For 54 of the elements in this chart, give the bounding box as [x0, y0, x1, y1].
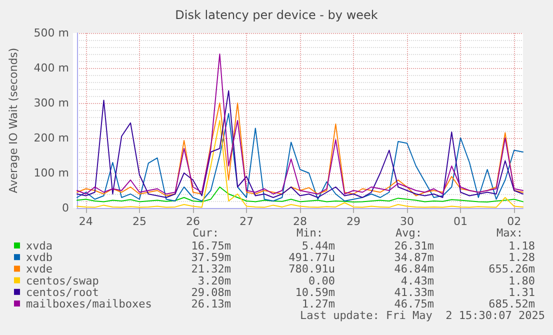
text: Avg: — [396, 226, 422, 240]
text: 655.26m — [488, 262, 536, 276]
text: 5.44m — [302, 240, 336, 252]
x-tick-label: 30 — [400, 215, 414, 228]
text: 3.20m — [198, 274, 232, 288]
legend-label: xvde — [26, 262, 52, 276]
text: 29.08m — [191, 286, 232, 299]
text: 21.32m — [191, 262, 232, 276]
y-tick-label: 200 m — [34, 132, 69, 144]
text: 780.91u — [288, 262, 335, 276]
x-tick-label: 29 — [346, 215, 361, 228]
y-tick-label: 300 m — [34, 96, 69, 110]
text: Cur: — [192, 226, 219, 240]
y-axis-title: Average IO Wait (seconds) — [7, 48, 20, 194]
line-series — [76, 54, 524, 194]
text: 34.87m — [394, 251, 434, 264]
text: 1.18 — [508, 240, 535, 252]
text: 1.80 — [508, 274, 535, 288]
text: 26.13m — [191, 298, 232, 310]
x-tick-label: 28 — [293, 215, 307, 228]
chart-title: Disk latency per device - by week — [175, 8, 378, 22]
y-tick-label: 100 m — [34, 166, 69, 180]
x-tick-label: 01 — [454, 215, 468, 228]
x-tick-label: 24 — [78, 215, 93, 228]
text: Last update: Fri May 2 15:30:07 2025 — [300, 309, 545, 322]
text: 10.59m — [295, 286, 336, 299]
y-tick-label: 0 — [62, 202, 69, 214]
legend-label: mailboxes/mailboxes — [26, 298, 152, 310]
text: 0.00 — [308, 274, 335, 288]
text: 16.75m — [191, 240, 232, 252]
x-tick-label: 27 — [239, 215, 254, 228]
legend-label: centos/swap — [26, 274, 99, 288]
x-tick-label: 26 — [186, 215, 200, 228]
text: Min: — [296, 226, 323, 240]
text: 26.31m — [394, 240, 434, 252]
text: 41.33m — [394, 286, 434, 299]
y-tick-label: 500 m — [34, 26, 69, 40]
legend-label: centos/root — [26, 286, 99, 299]
text: 1.27m — [302, 298, 336, 310]
text: 46.75m — [394, 298, 434, 310]
text: 685.52m — [488, 298, 536, 310]
x-tick-label: 02 — [507, 215, 522, 228]
y-tick-label: 400 m — [34, 62, 69, 74]
text: 46.84m — [394, 262, 434, 276]
text: 1.31 — [508, 286, 535, 299]
text: 4.43m — [400, 274, 434, 288]
text: Max: — [496, 226, 523, 240]
line-series — [76, 186, 524, 203]
text: 37.59m — [191, 251, 232, 264]
text: 491.77u — [288, 251, 335, 264]
text: 1.28 — [508, 251, 535, 264]
legend-label: xvda — [26, 240, 52, 252]
x-tick-label: 25 — [132, 215, 146, 228]
legend-label: xvdb — [26, 251, 52, 264]
